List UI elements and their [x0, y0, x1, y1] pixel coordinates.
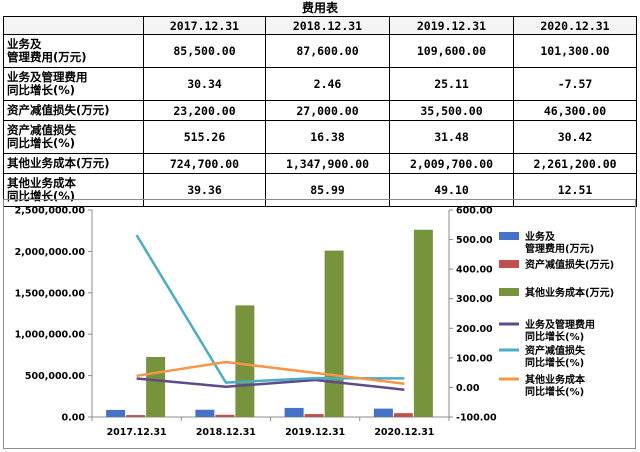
y-tick-label-right: 300.00 — [456, 294, 493, 305]
row-label: 资产减值损失 同比增长(%) — [3, 120, 144, 154]
y-tick-label-left: 2,000,000.00 — [15, 247, 86, 258]
row-label: 业务及管理费用 同比增长(%) — [3, 67, 144, 101]
row-label-line: 业务及 — [7, 37, 42, 51]
table-cell: 31.48 — [389, 120, 514, 154]
x-tick-label: 2019.12.31 — [285, 427, 345, 438]
bar — [393, 413, 413, 417]
column-header — [3, 16, 144, 35]
y-tick-label-right: 500.00 — [456, 235, 493, 246]
series-line — [136, 360, 405, 385]
combo-chart: 0.00 500,000.00 1,000,000.00 1,500,000.00 2,… — [15, 206, 614, 439]
series-line — [135, 234, 405, 384]
column-header: 2017.12.31 — [143, 16, 266, 35]
legend-label: 其他业务成本 — [525, 373, 586, 386]
legend-label: 同比增长(%) — [525, 330, 584, 343]
table-row: 其他业务成本(万元) 724,700.00 1,347,900.00 2,009… — [3, 153, 637, 174]
column-header: 2019.12.31 — [389, 16, 514, 35]
bar — [373, 408, 393, 417]
table-cell: 30.34 — [143, 67, 266, 101]
table-cell: 109,600.00 — [389, 34, 514, 68]
row-label-line: 管理费用(万元) — [7, 50, 87, 64]
x-tick-label: 2020.12.31 — [374, 427, 434, 438]
table-cell: 515.26 — [143, 120, 266, 154]
table-cell: 16.38 — [265, 120, 390, 154]
table-cell: 46,300.00 — [513, 100, 637, 121]
table-cell: 1,347,900.00 — [265, 153, 390, 174]
table-row: 资产减值损失(万元) 23,200.00 27,000.00 35,500.00… — [3, 100, 637, 121]
row-label: 其他业务成本 同比增长(%) — [3, 173, 144, 207]
column-header: 2018.12.31 — [265, 16, 390, 35]
table-cell: 49.10 — [389, 173, 514, 207]
legend-label: 管理费用(万元) — [525, 242, 594, 255]
y-tick-label-right: -100.00 — [456, 413, 497, 424]
legend-swatch — [499, 288, 519, 296]
table-cell: 2,009,700.00 — [389, 153, 514, 174]
bar — [324, 250, 344, 417]
table-cell: 30.42 — [513, 120, 637, 154]
table-row: 业务及 管理费用(万元) 85,500.00 87,600.00 109,600.… — [3, 34, 637, 68]
legend-label: 同比增长(%) — [525, 385, 584, 398]
table-cell: 25.11 — [389, 67, 514, 101]
bar — [146, 356, 166, 417]
table-cell: 39.36 — [143, 173, 266, 207]
table-cell: 27,000.00 — [265, 100, 390, 121]
row-label-line: 其他业务成本 — [7, 176, 76, 190]
column-header: 2020.12.31 — [513, 16, 637, 35]
y-tick-label-left: 2,500,000.00 — [15, 206, 86, 217]
legend-swatch — [499, 260, 519, 268]
bar — [126, 415, 146, 417]
y-tick-label-left: 0.00 — [62, 413, 86, 424]
table-header-row: 2017.12.31 2018.12.31 2019.12.31 2020.12… — [3, 16, 637, 35]
table-row: 其他业务成本 同比增长(%) 39.36 85.99 49.10 12.51 — [3, 173, 637, 207]
table-row: 资产减值损失 同比增长(%) 515.26 16.38 31.48 30.42 — [3, 120, 637, 154]
y-tick-label-left: 1,500,000.00 — [15, 288, 86, 299]
chart-area: 0.00 500,000.00 1,000,000.00 1,500,000.00 2,… — [3, 199, 636, 449]
row-label-line: 同比增长(%) — [7, 83, 76, 97]
y-tick-label-right: 600.00 — [456, 206, 493, 217]
table-cell: 724,700.00 — [143, 153, 266, 174]
y-tick-label-right: 100.00 — [456, 353, 493, 364]
table-cell: 2.46 — [265, 67, 390, 101]
row-label: 业务及 管理费用(万元) — [3, 34, 144, 68]
y-tick-label-left: 1,000,000.00 — [15, 330, 86, 341]
row-label-line: 同比增长(%) — [7, 136, 76, 150]
table-row: 业务及管理费用 同比增长(%) 30.34 2.46 25.11 -7.57 — [3, 67, 637, 101]
legend-label: 其他业务成本(万元) — [525, 286, 614, 299]
x-tick-label: 2017.12.31 — [107, 427, 167, 438]
x-tick-label: 2018.12.31 — [196, 427, 256, 438]
table-cell: 87,600.00 — [265, 34, 390, 68]
y-tick-label-right: 0.00 — [456, 383, 480, 394]
legend-label: 资产减值损失 — [525, 344, 586, 357]
bar — [235, 305, 255, 417]
table-title: 费用表 — [301, 1, 338, 15]
y-tick-label-left: 500,000.00 — [25, 371, 85, 382]
table-cell: -7.57 — [513, 67, 637, 101]
row-label-line: 业务及管理费用 — [7, 70, 88, 84]
table-cell: 35,500.00 — [389, 100, 514, 121]
legend-swatch — [499, 232, 519, 240]
bar — [304, 414, 324, 417]
table-cell: 2,261,200.00 — [513, 153, 637, 174]
row-label: 资产减值损失(万元) — [3, 100, 144, 121]
bar — [284, 407, 304, 417]
bar — [215, 414, 235, 417]
expense-table: 2017.12.31 2018.12.31 2019.12.31 2020.12… — [3, 16, 637, 207]
table-cell: 85.99 — [265, 173, 390, 207]
row-label-line: 资产减值损失 — [7, 123, 76, 137]
table-cell: 85,500.00 — [143, 34, 266, 68]
y-tick-label-right: 400.00 — [456, 265, 493, 276]
legend-label: 资产减值损失(万元) — [525, 258, 614, 271]
table-cell: 101,300.00 — [513, 34, 637, 68]
table-cell: 12.51 — [513, 173, 637, 207]
legend-label: 同比增长(%) — [525, 356, 584, 369]
bar — [413, 229, 433, 417]
series-line — [136, 377, 405, 391]
table-cell: 23,200.00 — [143, 100, 266, 121]
bar — [106, 409, 126, 417]
row-label: 其他业务成本(万元) — [3, 153, 144, 174]
y-tick-label-right: 200.00 — [456, 324, 493, 335]
legend-label: 业务及 — [525, 230, 556, 243]
bar — [195, 409, 215, 417]
legend-label: 业务及管理费用 — [525, 318, 595, 331]
